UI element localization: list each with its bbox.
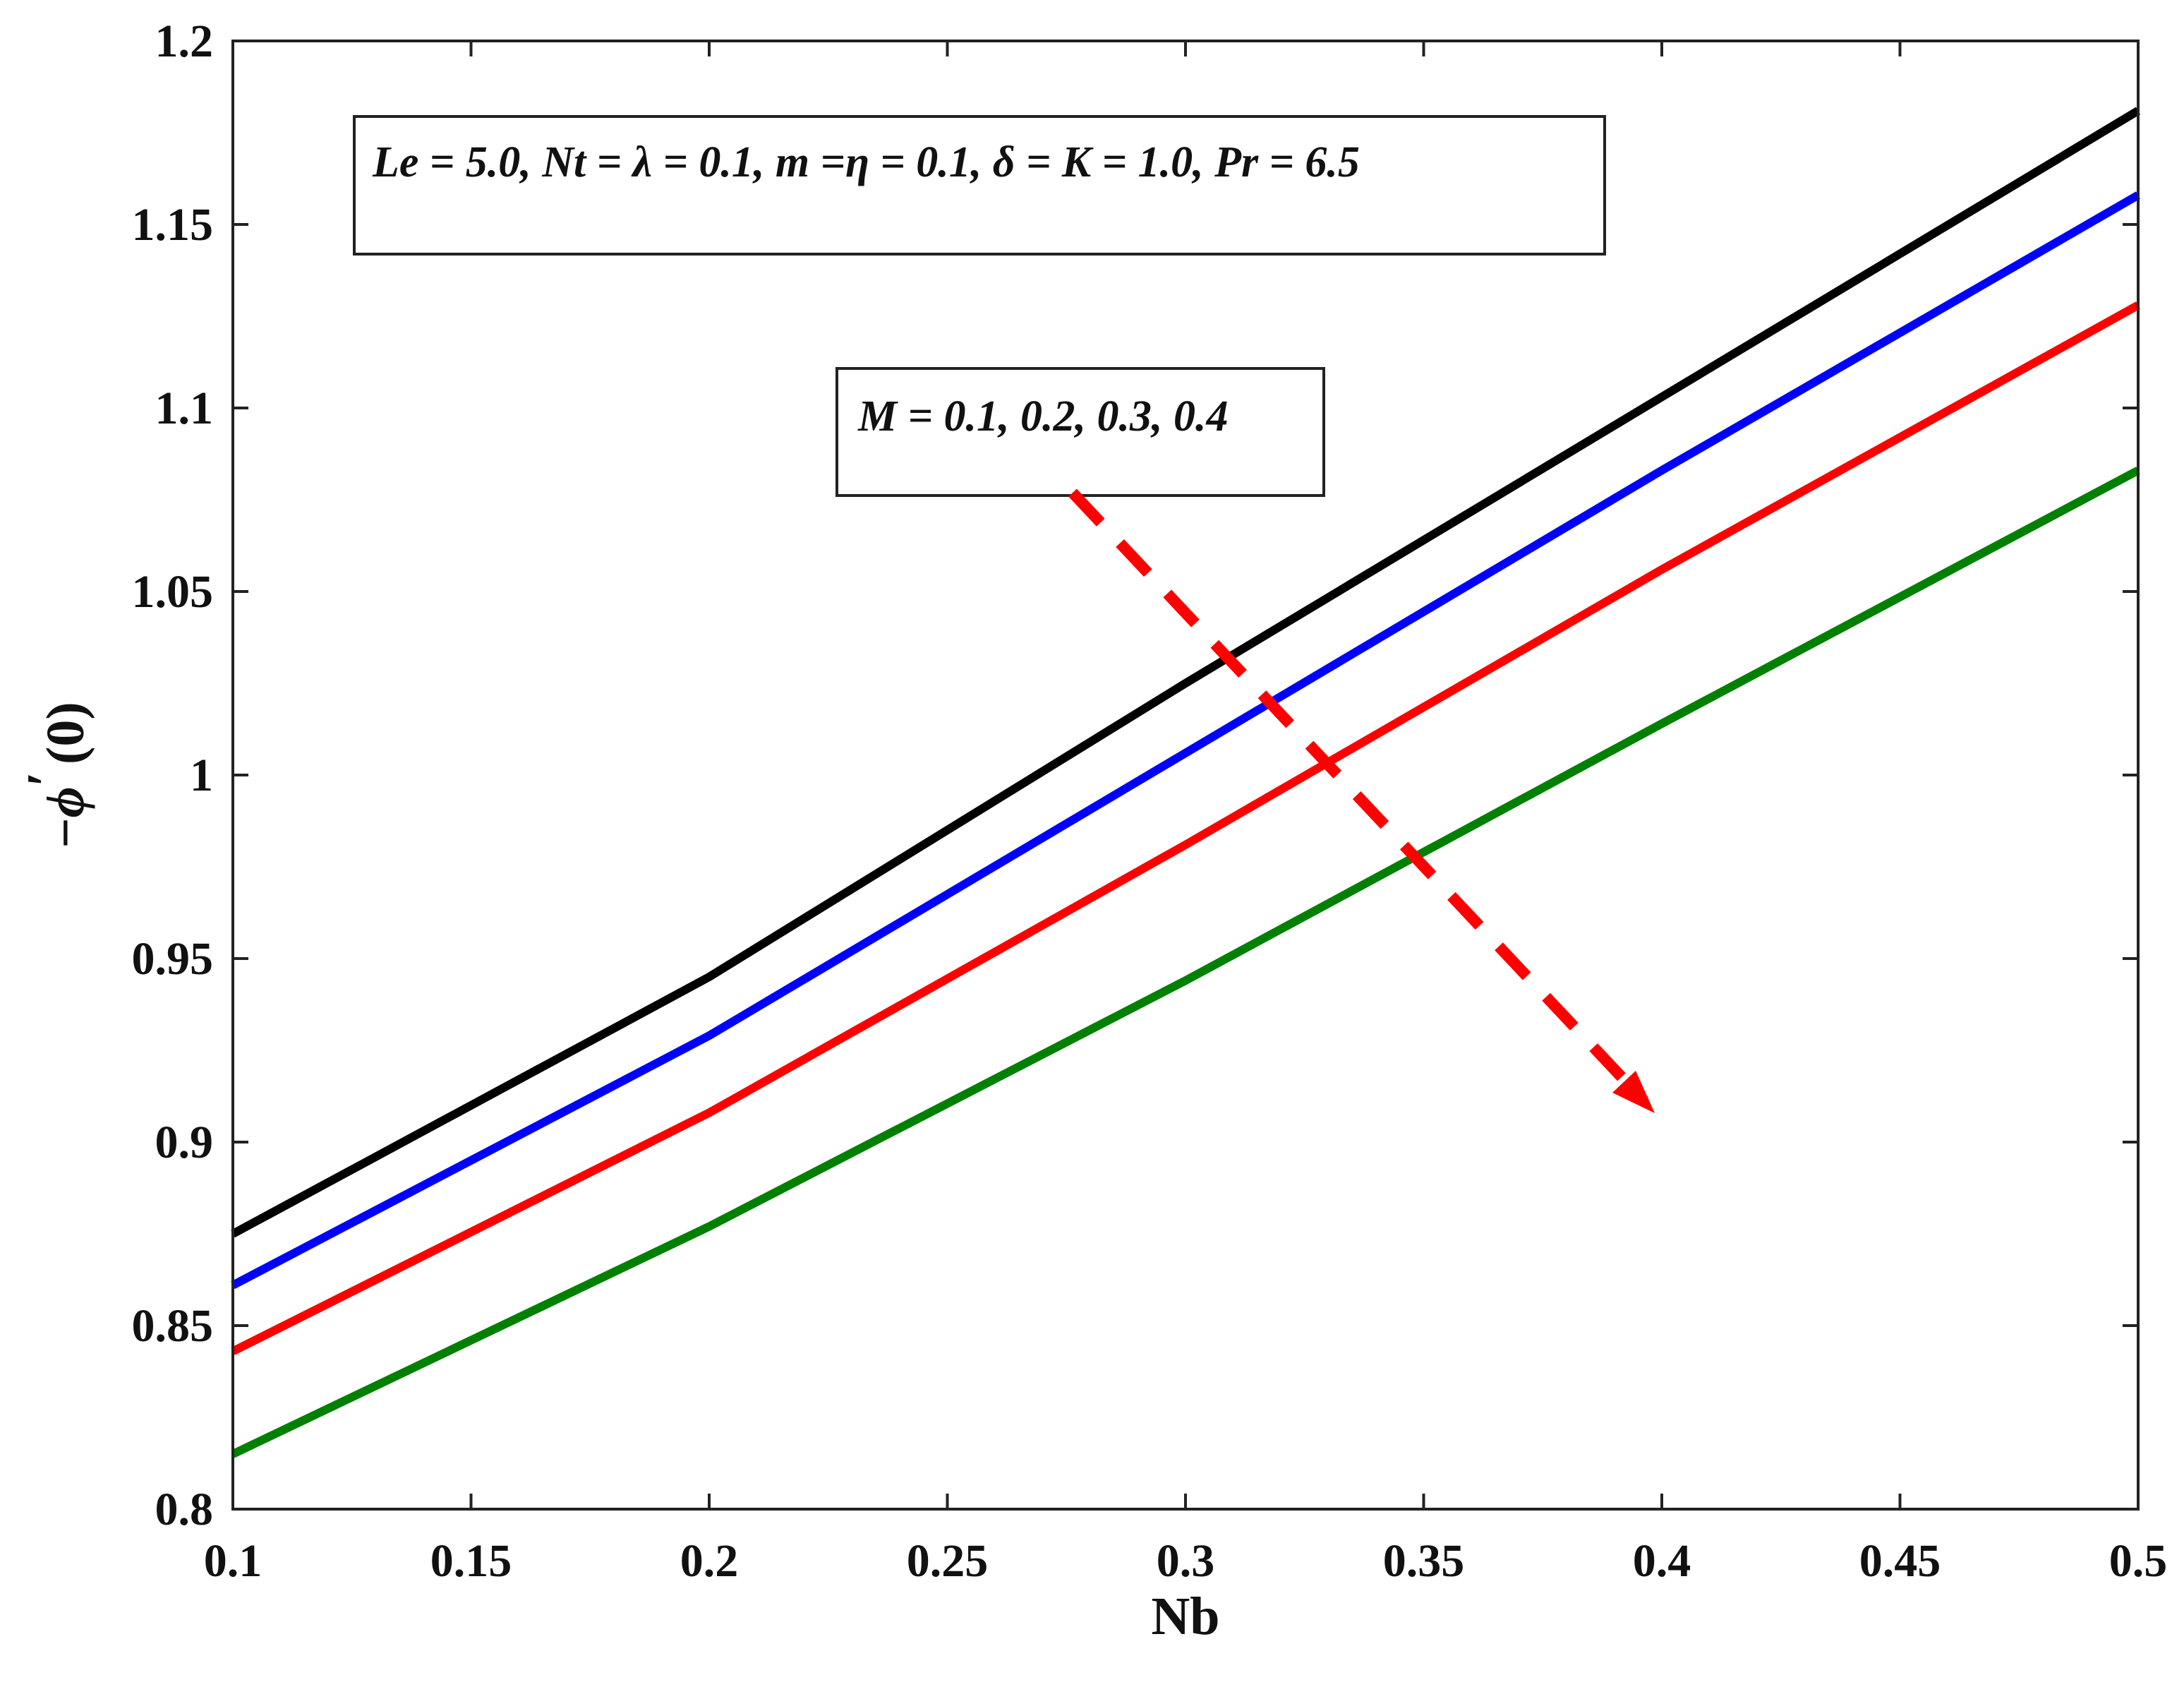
- y-tick-label: 0.9: [155, 1117, 214, 1168]
- y-tick-label: 0.95: [132, 933, 214, 985]
- y-tick-label: 1.15: [132, 199, 214, 251]
- series-line-1: [231, 107, 2141, 1238]
- x-tick-label: 0.5: [2109, 1535, 2168, 1587]
- y-axis-title-minus: −: [36, 817, 95, 848]
- y-tick-label: 0.8: [155, 1484, 214, 1535]
- params-annotation: Le = 5.0, Nt = λ = 0.1, m =η = 0.1, δ = …: [372, 138, 1360, 186]
- x-tick-label: 0.3: [1157, 1535, 1215, 1587]
- y-tick-label: 1: [190, 750, 213, 801]
- x-tick-label: 0.45: [1859, 1535, 1941, 1587]
- m-annotation: M = 0.1, 0.2, 0.3, 0.4: [857, 392, 1228, 440]
- y-axis-title: −ϕ′ (0): [16, 702, 95, 848]
- y-axis-title-symbol: ϕ: [36, 786, 95, 817]
- y-axis-title-arg: (0): [36, 702, 95, 764]
- x-tick-label: 0.15: [430, 1535, 512, 1587]
- x-tick-label: 0.4: [1633, 1535, 1691, 1587]
- x-tick-label: 0.1: [204, 1535, 263, 1587]
- plot-area: [233, 41, 2138, 1509]
- ticks-layer: 0.1 0.15 0.2 0.25 0.3 0.35 0.4 0.45 0.5 0.8 0.85 0.…: [132, 16, 2168, 1587]
- series-line-4: [231, 467, 2140, 1458]
- m-annotation-box: [835, 367, 1325, 497]
- y-tick-label: 1.05: [132, 566, 214, 618]
- plot-frame: [231, 40, 2140, 1511]
- y-tick-label: 1.2: [155, 16, 214, 67]
- trend-arrow-line: [1068, 488, 1648, 1105]
- series-line-3: [231, 301, 2140, 1355]
- trend-arrow-head: [1612, 1071, 1655, 1113]
- x-tick-label: 0.2: [680, 1535, 739, 1587]
- series-layer: [231, 107, 2141, 1458]
- svg-text:−ϕ′(0): −ϕ′ (0): [16, 702, 95, 848]
- y-tick-label: 0.85: [132, 1300, 214, 1352]
- x-tick-label: 0.35: [1383, 1535, 1465, 1587]
- x-axis-title: Nb: [1151, 1587, 1219, 1646]
- series-line-2: [231, 191, 2141, 1290]
- y-axis-title-prime: ′: [16, 772, 76, 786]
- params-annotation-box: [353, 115, 1606, 256]
- x-tick-label: 0.25: [907, 1535, 989, 1587]
- y-tick-label: 1.1: [155, 383, 214, 434]
